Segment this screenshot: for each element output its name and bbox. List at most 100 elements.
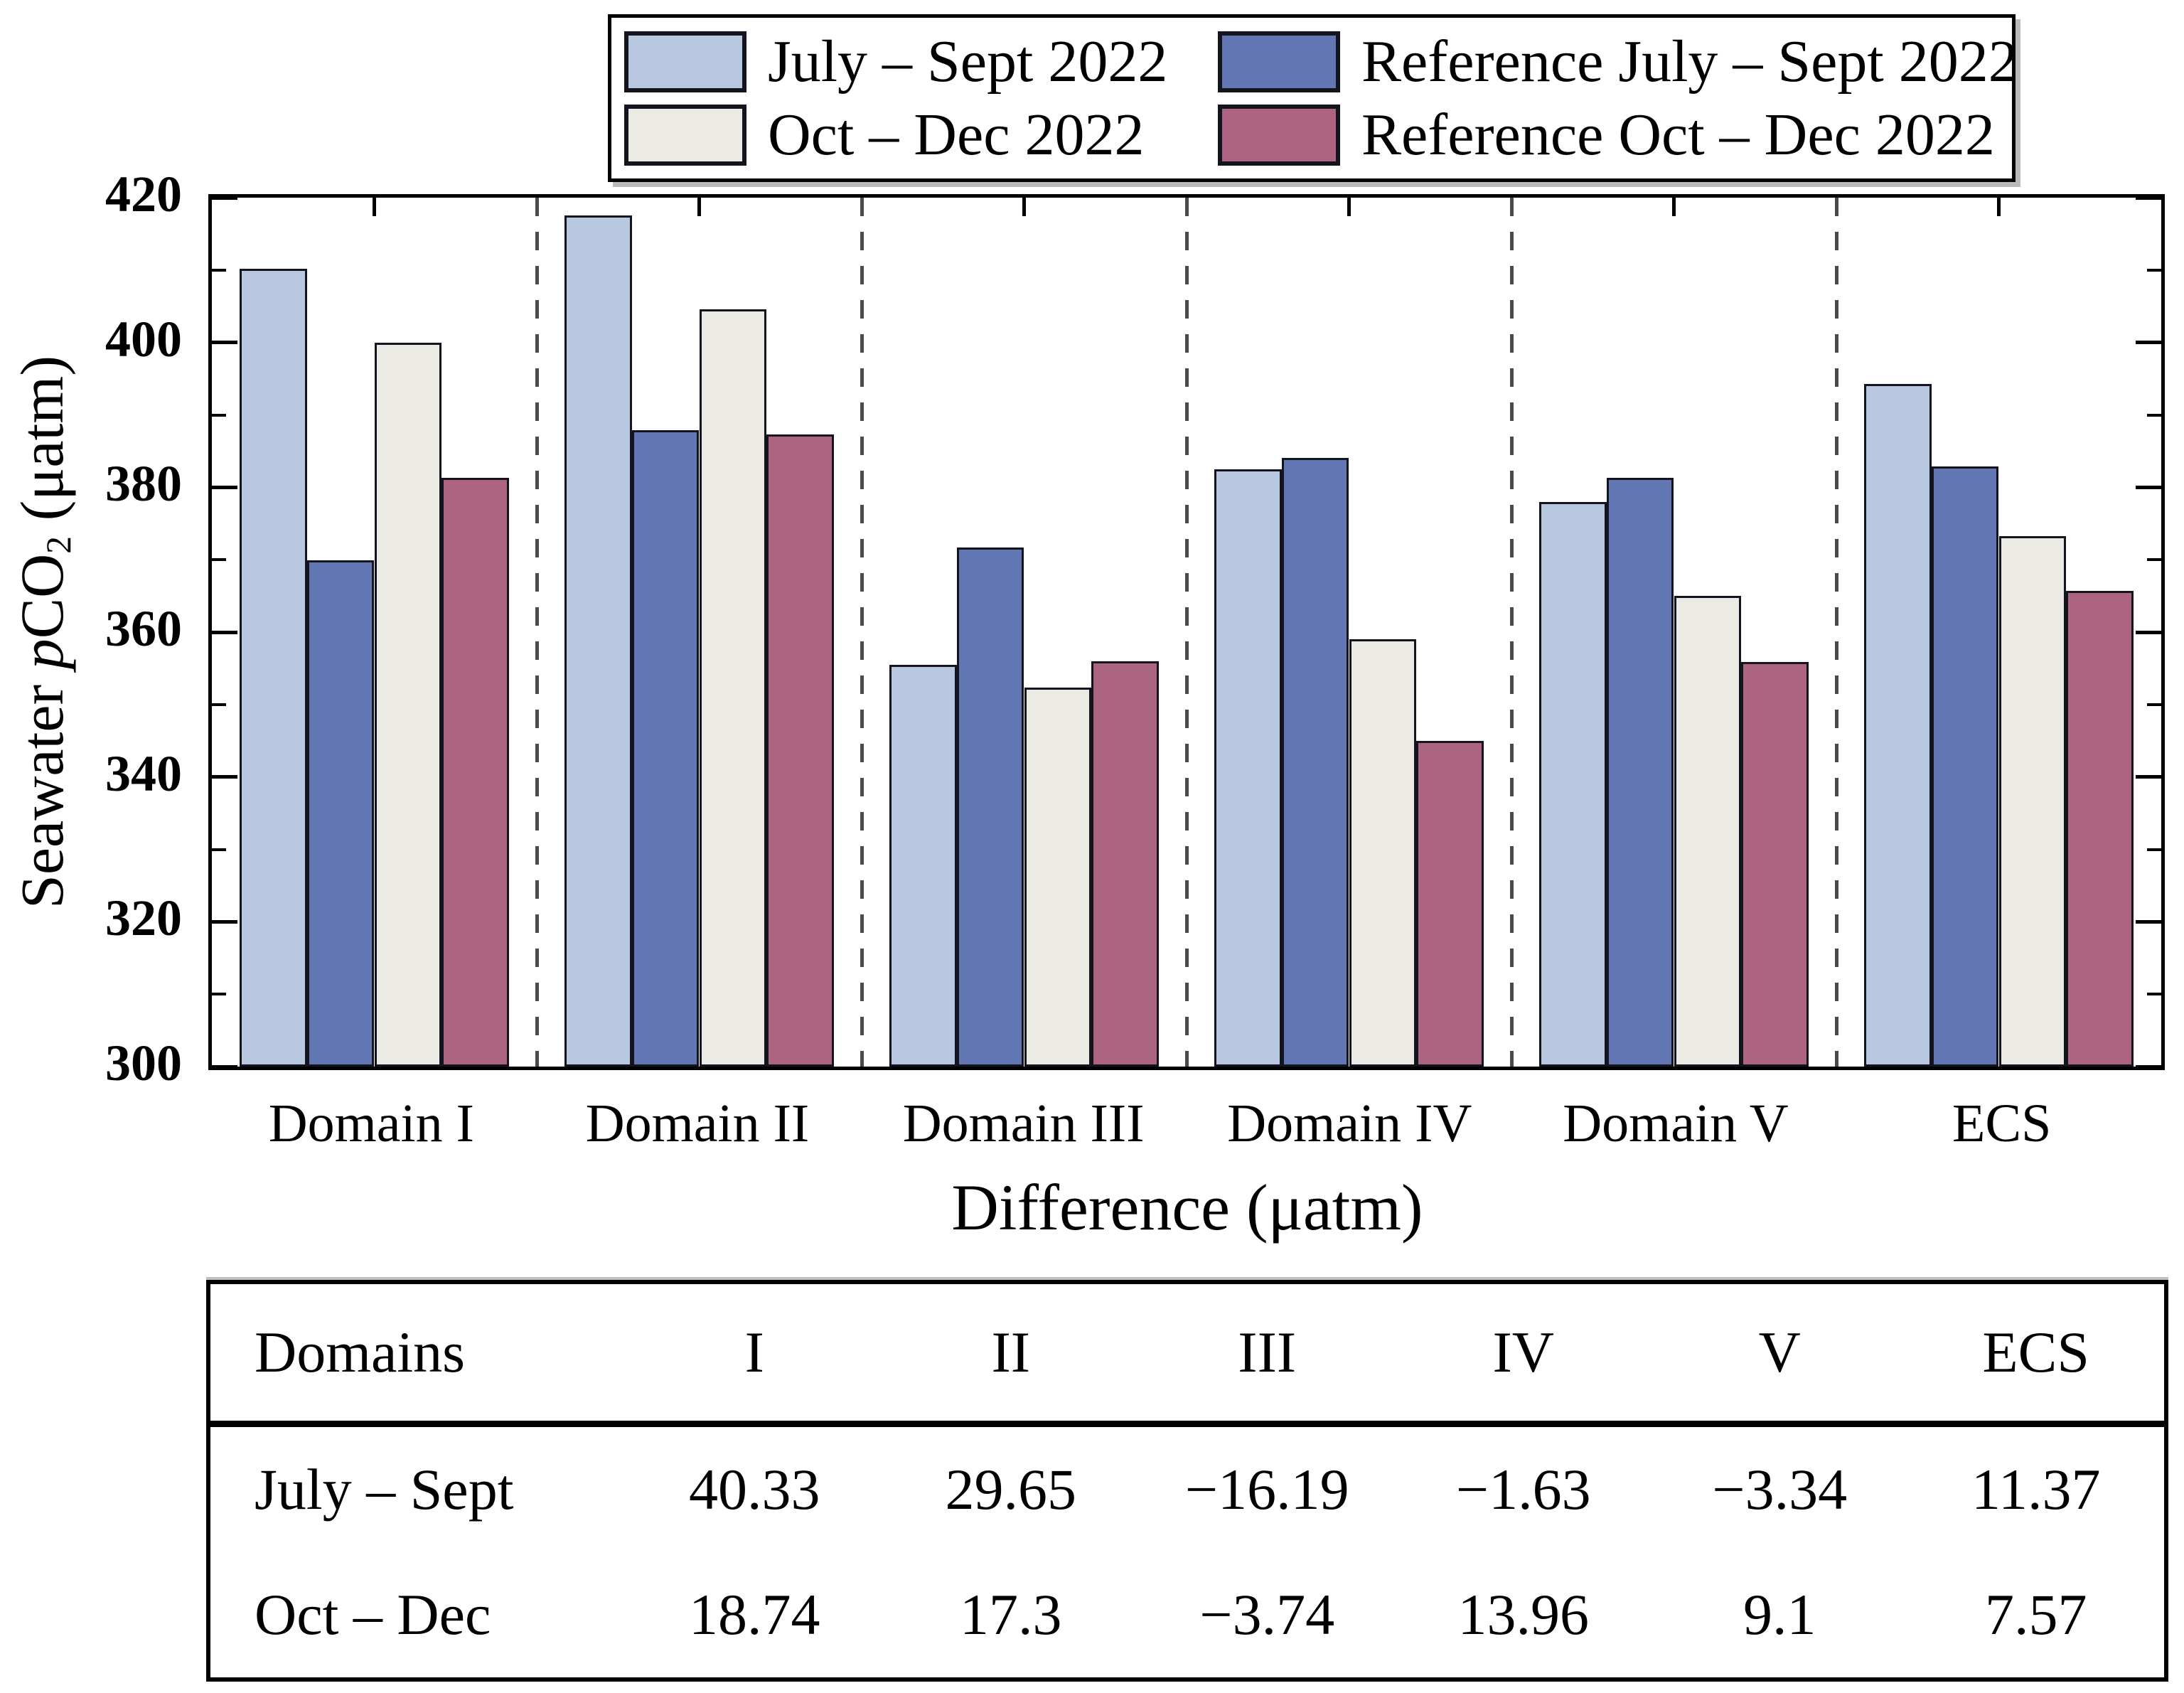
y-axis-major-tick-right <box>2136 485 2161 489</box>
x-category-label: Domain IV <box>1227 1094 1472 1153</box>
bar-domain-ii-s1 <box>564 215 632 1067</box>
bar-domain-iv-s2 <box>1281 457 1349 1067</box>
y-axis-minor-tick-right <box>2147 993 2161 996</box>
bar-domain-iii-s2 <box>956 547 1024 1067</box>
x-axis-top-tick <box>373 198 376 216</box>
y-axis-tick-label: 360 <box>105 600 182 657</box>
table-header-cell: I <box>744 1320 764 1384</box>
legend-swatch-3 <box>624 104 746 166</box>
bar-domain-v-s2 <box>1606 478 1674 1067</box>
legend-label: Reference July – Sept 2022 <box>1361 28 2018 95</box>
y-axis-major-tick-left <box>212 341 237 345</box>
y-axis-major-tick-right <box>2136 775 2161 779</box>
y-axis-minor-tick-right <box>2147 268 2161 272</box>
bar-ecs-s3 <box>1998 535 2067 1067</box>
bar-domain-i-s4 <box>441 478 509 1067</box>
x-axis-top-tick <box>697 198 701 216</box>
table-value-cell: 9.1 <box>1743 1582 1816 1647</box>
table-value-cell: 17.3 <box>960 1582 1062 1647</box>
y-axis-tick-label: 300 <box>105 1035 182 1091</box>
y-axis-major-tick-left <box>212 196 237 200</box>
y-axis-title-sub2: 2 <box>39 535 79 554</box>
bar-domain-ii-s3 <box>699 309 767 1067</box>
table-header-cell: V <box>1758 1320 1801 1384</box>
table-header-cell: Domains <box>255 1320 466 1384</box>
group-separator-dashed-line <box>1509 198 1514 1067</box>
table-header-cell: II <box>991 1320 1031 1384</box>
legend-label: Oct – Dec 2022 <box>768 101 1145 168</box>
y-axis-minor-tick-left <box>212 413 226 417</box>
table-row-label: Oct – Dec <box>255 1582 491 1647</box>
table-value-cell: −3.34 <box>1712 1457 1848 1522</box>
table-row: July – Sept 40.33 29.65 −16.19 −1.63 −3.34 11.… <box>210 1427 2164 1552</box>
difference-table-title: Difference (μatm) <box>951 1171 1423 1244</box>
bar-domain-iii-s4 <box>1091 661 1159 1067</box>
table-header-row: Domains I II III IV V ECS <box>210 1284 2164 1427</box>
group-separator-dashed-line <box>1834 198 1838 1067</box>
table-header-cell: IV <box>1492 1320 1555 1384</box>
y-axis-minor-tick-left <box>212 268 226 272</box>
bar-domain-iv-s1 <box>1214 469 1282 1067</box>
bar-domain-v-s4 <box>1741 661 1809 1067</box>
table-row: Oct – Dec 18.74 17.3 −3.74 13.96 9.1 7.57 <box>210 1552 2164 1677</box>
bar-domain-ii-s2 <box>631 429 700 1067</box>
difference-table: Domains I II III IV V ECS July – Sept 40.33 29.65… <box>206 1280 2168 1682</box>
legend-swatch-4 <box>1218 104 1340 166</box>
y-axis-major-tick-left <box>212 485 237 489</box>
table-header-cell: III <box>1238 1320 1297 1384</box>
x-category-label: Domain III <box>902 1094 1145 1153</box>
table-value-cell: −1.63 <box>1455 1457 1591 1522</box>
x-category-label: Domain II <box>585 1094 810 1153</box>
table-value-cell: 11.37 <box>1971 1457 2101 1522</box>
x-axis-top-tick <box>1672 198 1676 216</box>
legend-item: Reference Oct – Dec 2022 <box>1218 98 2018 171</box>
y-axis-tick-label: 340 <box>105 744 182 802</box>
y-axis-tick-label: 420 <box>105 166 182 223</box>
y-axis-major-tick-left <box>212 919 237 924</box>
x-axis-top-tick <box>1997 198 2001 216</box>
legend-item: Oct – Dec 2022 <box>624 98 1218 171</box>
plot-area <box>208 194 2165 1070</box>
y-axis-minor-tick-left <box>212 558 226 562</box>
legend-item: July – Sept 2022 <box>624 25 1218 98</box>
legend-item: Reference July – Sept 2022 <box>1218 25 2018 98</box>
chart-legend: July – Sept 2022 Reference July – Sept 20… <box>608 14 2018 182</box>
x-category-label: ECS <box>1952 1094 2052 1153</box>
y-axis-minor-tick-left <box>212 703 226 706</box>
table-value-cell: 13.96 <box>1457 1582 1590 1647</box>
bar-domain-ii-s4 <box>766 434 834 1067</box>
y-axis-minor-tick-left <box>212 848 226 851</box>
y-axis-major-tick-left <box>212 1064 237 1069</box>
group-separator-dashed-line <box>535 198 539 1067</box>
y-axis-minor-tick-right <box>2147 413 2161 417</box>
y-axis-major-tick-right <box>2136 630 2161 634</box>
y-axis-tick-label: 400 <box>105 310 182 368</box>
bar-ecs-s2 <box>1931 466 1999 1067</box>
bar-domain-iv-s4 <box>1416 740 1484 1067</box>
table-value-cell: 40.33 <box>689 1457 820 1522</box>
group-separator-dashed-line <box>860 198 864 1067</box>
x-category-label: Domain I <box>268 1094 474 1153</box>
bar-domain-iii-s1 <box>889 664 957 1067</box>
legend-swatch-2 <box>1218 31 1340 92</box>
y-axis-major-tick-right <box>2136 196 2161 200</box>
table-value-cell: 29.65 <box>945 1457 1077 1522</box>
y-axis-major-tick-right <box>2136 1064 2161 1069</box>
group-separator-dashed-line <box>1184 198 1189 1067</box>
bar-domain-v-s1 <box>1539 501 1607 1067</box>
table-value-cell: 7.57 <box>1985 1582 2087 1647</box>
y-axis-major-tick-left <box>212 775 237 779</box>
table-value-cell: −16.19 <box>1184 1457 1349 1522</box>
bar-domain-iv-s3 <box>1349 639 1417 1067</box>
table-row-label: July – Sept <box>255 1457 514 1522</box>
table-header-cell: ECS <box>1982 1320 2089 1384</box>
bar-ecs-s1 <box>1864 383 1932 1067</box>
x-category-label: Domain V <box>1563 1094 1789 1153</box>
x-axis-top-tick <box>1022 198 1026 216</box>
y-axis-minor-tick-right <box>2147 703 2161 706</box>
y-axis-major-tick-right <box>2136 919 2161 924</box>
y-axis-tick-label: 380 <box>105 455 182 513</box>
bar-ecs-s4 <box>2066 590 2134 1067</box>
legend-label: July – Sept 2022 <box>768 28 1168 95</box>
